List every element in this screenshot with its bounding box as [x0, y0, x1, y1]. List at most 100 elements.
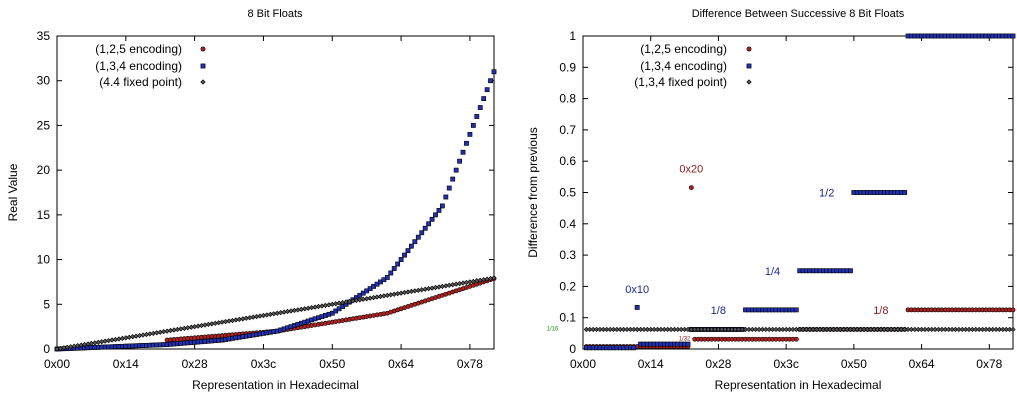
series-2	[54, 69, 497, 352]
data-point	[851, 326, 857, 333]
x-tick-label: 0x14	[638, 357, 664, 371]
data-point	[597, 326, 603, 333]
data-point	[607, 326, 613, 333]
data-point	[1010, 307, 1016, 313]
data-point	[681, 326, 688, 333]
data-point	[935, 326, 942, 333]
data-point	[810, 326, 816, 333]
data-point	[384, 275, 390, 280]
data-point	[429, 216, 435, 222]
data-point	[668, 326, 674, 333]
data-point	[583, 326, 590, 333]
data-point	[617, 326, 623, 333]
data-point	[925, 326, 931, 333]
data-point	[959, 326, 965, 333]
data-point	[854, 326, 860, 333]
data-point	[419, 230, 425, 236]
data-point	[918, 326, 925, 333]
y-tick-label: 0.9	[559, 60, 576, 74]
data-point	[902, 326, 908, 333]
data-point	[610, 326, 617, 333]
data-point	[793, 326, 799, 333]
plot-frame	[56, 35, 495, 350]
data-point	[763, 326, 769, 333]
legend-label: (1,2,5 encoding)	[95, 42, 182, 56]
data-point	[813, 326, 820, 333]
data-point	[590, 326, 596, 333]
data-point	[803, 326, 810, 333]
y-tick-label: 0.4	[559, 217, 576, 231]
data-point	[780, 326, 786, 333]
data-point	[979, 326, 986, 333]
data-point	[409, 243, 414, 249]
y-tick-label: 30	[37, 74, 51, 88]
data-point	[996, 326, 1003, 333]
x-tick-label: 0x3c	[251, 357, 276, 371]
data-point	[436, 207, 442, 213]
data-point	[600, 326, 606, 333]
data-point	[412, 239, 418, 245]
data-point	[793, 307, 799, 313]
data-point	[756, 326, 762, 333]
data-point	[908, 326, 915, 333]
data-point	[658, 326, 664, 333]
data-point	[1006, 326, 1013, 333]
data-point	[742, 326, 749, 333]
data-point	[915, 326, 921, 333]
y-tick-label: 5	[43, 297, 50, 311]
data-point	[942, 326, 948, 333]
data-point	[932, 326, 938, 333]
data-point	[426, 221, 432, 227]
data-point	[868, 326, 874, 333]
y-tick-label: 10	[37, 253, 51, 267]
data-point	[470, 123, 476, 128]
data-point	[698, 326, 705, 333]
data-point	[969, 326, 975, 333]
data-point	[722, 326, 728, 333]
data-point	[439, 203, 445, 209]
annotation-label: 1/2	[819, 188, 834, 200]
x-tick-label: 0x50	[319, 357, 345, 371]
data-point	[484, 87, 490, 93]
data-point	[736, 326, 742, 333]
data-point	[433, 212, 438, 218]
data-point	[654, 326, 661, 333]
y-tick-label: 20	[37, 163, 51, 177]
data-point	[946, 326, 952, 333]
data-point	[450, 176, 456, 182]
chart-title: Difference Between Successive 8 Bit Floa…	[692, 8, 905, 20]
series-1	[583, 185, 1016, 349]
data-point	[739, 326, 745, 333]
data-point	[1010, 33, 1016, 39]
data-point	[651, 326, 657, 333]
data-point	[675, 326, 681, 333]
data-point	[949, 326, 955, 333]
x-tick-label: 0x00	[570, 357, 596, 371]
y-tick-label: 0.1	[559, 311, 576, 325]
data-point	[709, 326, 715, 333]
y-tick-label: 0.7	[559, 123, 576, 137]
data-point	[759, 326, 766, 333]
data-point	[848, 268, 853, 274]
data-point	[719, 326, 725, 333]
y-tick-label: 15	[37, 208, 51, 222]
data-point	[786, 326, 793, 333]
y-tick-label: 0.6	[559, 154, 576, 168]
data-point	[661, 326, 667, 333]
data-point	[986, 326, 992, 333]
data-point	[858, 326, 864, 333]
data-point	[715, 326, 722, 333]
data-point	[776, 326, 783, 333]
data-point	[648, 326, 654, 333]
x-tick-label: 0x28	[182, 357, 208, 371]
data-point	[864, 326, 871, 333]
annotation-label: 0x20	[679, 163, 703, 175]
data-point	[837, 326, 843, 333]
data-point	[769, 326, 776, 333]
data-point	[604, 326, 610, 333]
data-point	[457, 158, 462, 164]
data-point	[956, 326, 962, 333]
data-point	[993, 326, 999, 333]
data-point	[685, 341, 691, 347]
annotation-label: 1/32	[679, 336, 691, 342]
